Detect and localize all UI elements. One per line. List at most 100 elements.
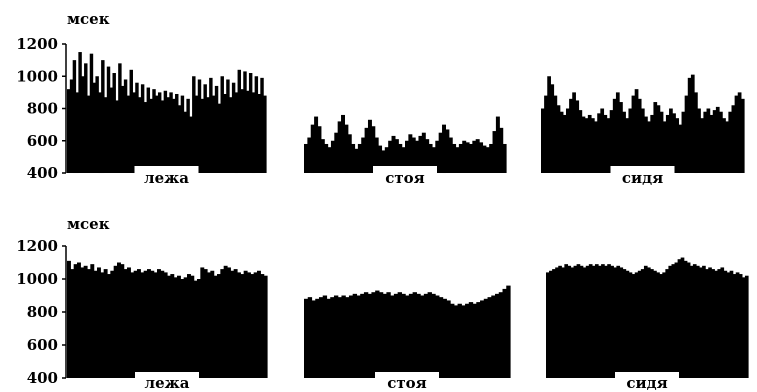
bar bbox=[118, 63, 122, 173]
bar bbox=[152, 89, 156, 173]
bar bbox=[337, 121, 342, 173]
bar bbox=[397, 292, 402, 378]
bar bbox=[468, 143, 473, 173]
bar bbox=[84, 63, 88, 173]
bar bbox=[327, 147, 332, 173]
bar bbox=[243, 270, 248, 378]
bar bbox=[465, 303, 470, 378]
bar bbox=[113, 265, 118, 378]
bar bbox=[192, 76, 196, 173]
bar bbox=[705, 269, 709, 378]
bar bbox=[314, 116, 319, 173]
segment-label-box bbox=[615, 372, 679, 392]
bar bbox=[616, 265, 621, 378]
bar bbox=[163, 272, 168, 378]
segment-label: стоя bbox=[385, 169, 425, 187]
bar bbox=[93, 270, 98, 378]
bar bbox=[209, 77, 213, 173]
bar bbox=[442, 298, 447, 378]
bar bbox=[565, 108, 570, 173]
bar bbox=[709, 114, 714, 173]
bar bbox=[177, 105, 182, 173]
bar bbox=[180, 279, 185, 378]
bar bbox=[483, 298, 489, 378]
bar bbox=[337, 297, 343, 378]
bar bbox=[169, 92, 173, 174]
bar bbox=[183, 277, 188, 378]
bar bbox=[640, 269, 645, 378]
bar bbox=[140, 84, 145, 173]
bar bbox=[194, 95, 199, 173]
bar bbox=[95, 76, 99, 173]
bar bbox=[446, 300, 451, 378]
bar bbox=[594, 121, 598, 173]
bar bbox=[576, 264, 581, 378]
y-axis-unit-label: мсек bbox=[67, 215, 110, 233]
bar bbox=[665, 114, 670, 173]
bar bbox=[631, 95, 636, 173]
bar bbox=[217, 103, 222, 173]
bar bbox=[173, 277, 178, 378]
y-tick-label: 1000 bbox=[16, 67, 58, 85]
bar bbox=[671, 264, 676, 378]
bar bbox=[418, 135, 423, 173]
bar bbox=[357, 143, 362, 173]
bar bbox=[572, 92, 576, 174]
bar bbox=[143, 102, 148, 173]
y-tick-label: 600 bbox=[27, 336, 58, 354]
bar bbox=[172, 98, 176, 173]
bar bbox=[495, 116, 500, 173]
bar bbox=[247, 272, 251, 378]
bar bbox=[653, 102, 658, 173]
bar bbox=[103, 97, 108, 173]
bar bbox=[729, 270, 734, 378]
bar bbox=[412, 292, 417, 378]
bar bbox=[732, 274, 737, 378]
bar bbox=[371, 126, 376, 173]
bar bbox=[448, 137, 453, 173]
y-tick-labels: 400 600 800 1000 1200 bbox=[16, 35, 58, 182]
y-axis-ticks bbox=[62, 245, 66, 379]
bar bbox=[553, 95, 558, 173]
bar bbox=[726, 272, 731, 378]
y-tick-label: 400 bbox=[27, 164, 58, 182]
bar bbox=[223, 93, 227, 173]
bar bbox=[604, 265, 608, 378]
bar bbox=[737, 92, 742, 174]
bar bbox=[378, 292, 384, 378]
bar bbox=[393, 293, 399, 378]
bar bbox=[367, 293, 373, 378]
bar bbox=[714, 270, 718, 378]
segment-label-box bbox=[373, 166, 437, 188]
bar bbox=[598, 265, 602, 378]
bar bbox=[650, 269, 654, 378]
bar bbox=[728, 111, 733, 173]
y-tick-label: 1200 bbox=[16, 237, 58, 255]
bar bbox=[674, 262, 679, 378]
bar bbox=[193, 280, 198, 378]
bar bbox=[628, 108, 633, 173]
bar bbox=[237, 272, 241, 378]
bar bbox=[461, 305, 466, 378]
bar bbox=[558, 265, 562, 378]
bar bbox=[435, 140, 440, 173]
bar bbox=[591, 265, 596, 378]
bar bbox=[450, 303, 455, 378]
bar bbox=[77, 262, 81, 378]
bar bbox=[452, 143, 457, 173]
bar bbox=[619, 102, 623, 173]
bar bbox=[120, 264, 125, 378]
bar bbox=[472, 303, 477, 378]
bar bbox=[625, 270, 630, 378]
bar bbox=[75, 92, 79, 174]
bar bbox=[690, 74, 695, 173]
bar bbox=[126, 95, 131, 173]
bar bbox=[107, 274, 111, 378]
bar bbox=[717, 269, 722, 378]
bar bbox=[613, 267, 617, 378]
bar bbox=[594, 264, 599, 378]
bar bbox=[498, 292, 504, 378]
bar bbox=[659, 111, 664, 173]
bar bbox=[689, 265, 694, 378]
bar bbox=[428, 143, 433, 173]
